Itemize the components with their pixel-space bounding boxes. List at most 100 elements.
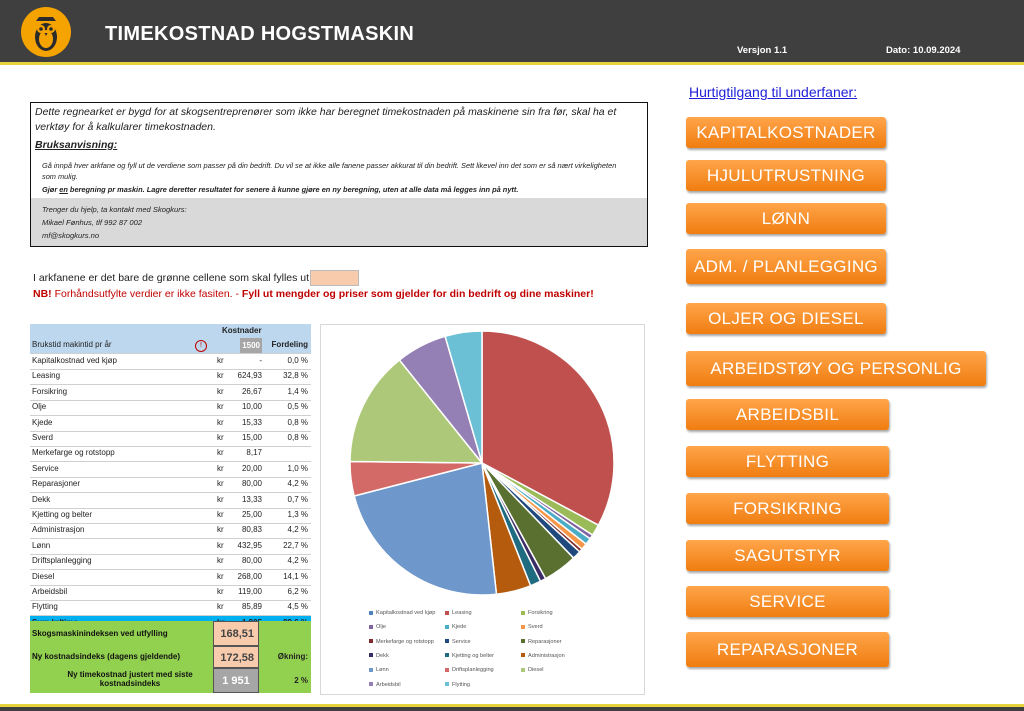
- index-fill-value[interactable]: 168,51: [213, 621, 259, 646]
- contact-email[interactable]: mf@skogkurs.no: [42, 231, 100, 240]
- currency-label: kr: [217, 433, 224, 442]
- table-row: Olje kr 10,00 0,5 %: [30, 400, 311, 417]
- cost-share: 22,7 %: [283, 540, 308, 550]
- nav-button-hjulutrustning[interactable]: HJULUTRUSTNING: [686, 160, 886, 191]
- legend-label: Kjede: [452, 624, 467, 631]
- legend-label: Administrasjon: [528, 652, 565, 659]
- cost-share: 14,1 %: [283, 571, 308, 581]
- cost-name: Kjetting og belter: [32, 510, 93, 519]
- table-row: Kjede kr 15,33 0,8 %: [30, 416, 311, 432]
- legend-label: Diesel: [528, 667, 544, 674]
- legend-label: Lønn: [376, 667, 389, 674]
- legend-entry: Merkefarge og rotstopp: [369, 639, 434, 645]
- nav-button-flytting[interactable]: FLYTTING: [686, 446, 889, 477]
- usage-value[interactable]: 1500: [240, 338, 262, 353]
- currency-label: kr: [217, 479, 224, 489]
- legend-label: Flytting: [452, 681, 471, 688]
- currency-label: kr: [217, 386, 224, 396]
- nav-button-kapitalkostnader[interactable]: KAPITALKOSTNADER: [686, 117, 886, 148]
- legend-entry: Flytting: [445, 682, 470, 688]
- cost-name: Olje: [32, 402, 47, 412]
- legend-label: Arbeidsbil: [376, 681, 401, 688]
- currency-label: kr: [217, 417, 224, 427]
- cost-name: Forsikring: [32, 386, 68, 396]
- instr2-pre: Gjør: [42, 185, 60, 194]
- currency-label: kr: [217, 371, 224, 381]
- quick-access-title[interactable]: Hurtigtilgang til underfaner:: [689, 84, 858, 100]
- cost-share: 0,5 %: [287, 402, 308, 412]
- index-row-adjusted: Ny timekostnad justert med siste kostnad…: [30, 668, 311, 693]
- version-label: Versjon 1.1: [737, 45, 788, 56]
- pie-chart: Kapitalkostnad ved kjøp Leasing Forsikring…: [320, 324, 645, 695]
- currency-label: kr: [217, 448, 224, 458]
- cost-value: 432,95: [237, 540, 262, 550]
- cost-name: Merkefarge og rotstopp: [32, 448, 115, 458]
- table-row: Kapitalkostnad ved kjøp kr - 0,0 %: [30, 354, 311, 370]
- increase-value: 2 %: [294, 676, 308, 685]
- legend-label: Forsikring: [528, 610, 553, 616]
- cost-share: 1,0 %: [287, 463, 308, 473]
- col-distribution-header: Fordeling: [271, 340, 308, 349]
- legend-entry: Leasing: [445, 610, 472, 616]
- legend-swatch: [521, 639, 525, 644]
- legend-entry: Sverd: [521, 624, 543, 630]
- legend-swatch: [521, 624, 525, 629]
- cost-value: 80,83: [241, 525, 262, 535]
- header-bar: TIMEKOSTNAD HOGSTMASKIN Versjon 1.1 Dato…: [0, 0, 1024, 62]
- legend-entry: Administrasjon: [521, 653, 565, 659]
- usage-row: Brukstid makintid pr år ! 1500 Fordeling: [30, 338, 311, 354]
- cost-value: 25,00: [241, 510, 262, 519]
- currency-label: kr: [217, 463, 224, 473]
- pie-chart-svg: [349, 330, 615, 596]
- cost-name: Kjede: [32, 417, 53, 427]
- nb-text: Forhåndsutfylte verdier er ikke fasiten.…: [51, 288, 242, 300]
- currency-label: kr: [217, 587, 224, 596]
- table-row: Merkefarge og rotstopp kr 8,17: [30, 446, 311, 463]
- legend-entry: Arbeidsbil: [369, 682, 401, 688]
- legend-swatch: [521, 610, 525, 615]
- nav-button-sagutstyr[interactable]: SAGUTSTYR: [686, 540, 889, 571]
- legend-swatch: [369, 639, 373, 644]
- index-row-current: Ny kostnadsindeks (dagens gjeldende) 172…: [30, 646, 311, 668]
- legend-entry: Driftsplanlegging: [445, 667, 494, 673]
- currency-label: kr: [217, 510, 224, 519]
- cost-name: Reparasjoner: [32, 479, 81, 489]
- nav-button-service[interactable]: SERVICE: [686, 586, 889, 617]
- table-row: Administrasjon kr 80,83 4,2 %: [30, 523, 311, 540]
- nb-label: NB!: [33, 288, 52, 300]
- nav-button-arbeidsbil[interactable]: ARBEIDSBIL: [686, 399, 889, 430]
- legend-entry: Kjede: [445, 624, 466, 630]
- legend-entry: Diesel: [521, 667, 544, 673]
- footer-divider: [0, 704, 1024, 707]
- nav-button-forsikring[interactable]: FORSIKRING: [686, 493, 889, 524]
- cost-share: 0,7 %: [287, 494, 308, 504]
- nav-button-lønn[interactable]: LØNN: [686, 203, 886, 234]
- currency-label: kr: [217, 494, 224, 504]
- input-cell-sample: [310, 270, 359, 286]
- table-row: Kjetting og belter kr 25,00 1,3 %: [30, 508, 311, 524]
- cost-value: 119,00: [238, 587, 262, 596]
- cost-share: 4,5 %: [287, 602, 308, 612]
- pie-slice: [349, 358, 484, 464]
- contact-box: Trenger du hjelp, ta kontakt med Skogkur…: [31, 198, 647, 246]
- cost-share: 32,8 %: [283, 371, 308, 381]
- nav-button-adm-planlegging[interactable]: ADM. / PLANLEGGING: [686, 249, 886, 284]
- legend-entry: Reparasjoner: [521, 639, 562, 645]
- instructions-text: Gå innpå hver arkfane og fyll ut de verd…: [42, 161, 617, 181]
- footer-bar: [0, 707, 1024, 711]
- instr2-em: en: [59, 185, 68, 194]
- legend-swatch: [445, 639, 449, 644]
- nav-button-reparasjoner[interactable]: REPARASJONER: [686, 632, 889, 667]
- legend-swatch: [445, 610, 449, 615]
- cost-value: 8,17: [246, 448, 262, 458]
- legend-swatch: [369, 653, 373, 658]
- cost-share: 4,2 %: [287, 525, 308, 535]
- index-current-value[interactable]: 172,58: [213, 646, 259, 668]
- nav-button-oljer-og-diesel[interactable]: OLJER OG DIESEL: [686, 303, 886, 334]
- nav-button-arbeidstøy-og-personlig-utstyr[interactable]: ARBEIDSTØY OG PERSONLIG UTSTYR: [686, 351, 986, 413]
- currency-label: kr: [217, 402, 224, 412]
- cost-value: -: [259, 356, 262, 365]
- table-row: Arbeidsbil kr 119,00 6,2 %: [30, 585, 311, 601]
- legend-entry: Olje: [369, 624, 386, 630]
- index-row-fill: Skogsmaskinindeksen ved utfylling 168,51: [30, 621, 311, 646]
